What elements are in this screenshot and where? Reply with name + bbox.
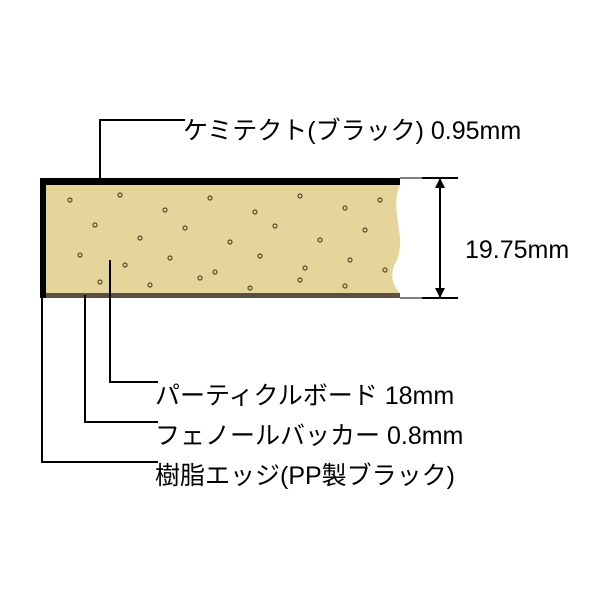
top-surface-name: ケミテクト(ブラック) xyxy=(183,117,424,145)
top-surface-layer xyxy=(40,178,400,185)
top-surface-thickness: 0.95mm xyxy=(431,117,521,145)
label-edge: 樹脂エッジ(PP製ブラック) xyxy=(155,456,455,492)
core-layer xyxy=(46,185,400,293)
dimension-arrow-bottom xyxy=(435,288,445,298)
label-top-surface: ケミテクト(ブラック) 0.95mm xyxy=(183,111,521,147)
leader-top_surface xyxy=(100,120,185,181)
core-thickness: 18mm xyxy=(385,382,454,410)
label-total-thickness: 19.75mm xyxy=(465,236,569,265)
bottom-surface-name: フェノールバッカー xyxy=(155,422,380,450)
core-name: パーティクルボード xyxy=(155,382,378,410)
bottom-surface-thickness: 0.8mm xyxy=(387,422,463,450)
label-core: パーティクルボード 18mm xyxy=(155,376,454,412)
dimension-arrow-top xyxy=(435,178,445,188)
bottom-surface-layer xyxy=(40,293,400,298)
leader-bottom_surface xyxy=(85,295,158,422)
label-bottom-surface: フェノールバッカー 0.8mm xyxy=(155,416,463,452)
